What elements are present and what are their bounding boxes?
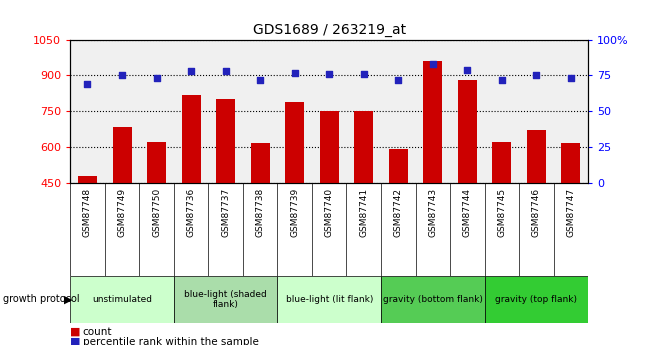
Text: GSM87745: GSM87745 bbox=[497, 188, 506, 237]
Text: GSM87744: GSM87744 bbox=[463, 188, 472, 237]
Point bbox=[497, 77, 507, 82]
Text: ▶: ▶ bbox=[64, 294, 72, 304]
Bar bbox=[251, 144, 270, 183]
Text: GSM87747: GSM87747 bbox=[567, 188, 575, 237]
Text: growth protocol: growth protocol bbox=[3, 294, 80, 304]
Bar bbox=[527, 130, 546, 183]
Point bbox=[186, 68, 196, 74]
Point bbox=[393, 77, 404, 82]
Text: blue-light (lit flank): blue-light (lit flank) bbox=[285, 295, 373, 304]
Point bbox=[566, 76, 576, 81]
Text: percentile rank within the sample: percentile rank within the sample bbox=[83, 337, 259, 345]
Point bbox=[255, 77, 265, 82]
Bar bbox=[389, 149, 408, 183]
Bar bbox=[458, 80, 477, 183]
Bar bbox=[381, 276, 485, 323]
Text: GSM87738: GSM87738 bbox=[255, 188, 265, 237]
Bar bbox=[493, 142, 512, 183]
Bar bbox=[278, 276, 381, 323]
Text: GSM87749: GSM87749 bbox=[118, 188, 127, 237]
Bar bbox=[485, 276, 588, 323]
Title: GDS1689 / 263219_at: GDS1689 / 263219_at bbox=[253, 23, 406, 37]
Text: GSM87743: GSM87743 bbox=[428, 188, 437, 237]
Point bbox=[83, 81, 93, 87]
Text: unstimulated: unstimulated bbox=[92, 295, 152, 304]
Point bbox=[117, 73, 127, 78]
Bar bbox=[354, 111, 373, 183]
Text: GSM87737: GSM87737 bbox=[221, 188, 230, 237]
Bar bbox=[78, 176, 97, 183]
Bar bbox=[174, 276, 278, 323]
Text: GSM87750: GSM87750 bbox=[152, 188, 161, 237]
Point bbox=[289, 70, 300, 75]
Point bbox=[220, 68, 231, 74]
Point bbox=[359, 71, 369, 77]
Point bbox=[462, 67, 473, 72]
Text: blue-light (shaded
flank): blue-light (shaded flank) bbox=[184, 289, 267, 309]
Point bbox=[531, 73, 541, 78]
Text: GSM87740: GSM87740 bbox=[325, 188, 333, 237]
Bar bbox=[285, 102, 304, 183]
Text: GSM87736: GSM87736 bbox=[187, 188, 196, 237]
Text: gravity (top flank): gravity (top flank) bbox=[495, 295, 577, 304]
Bar bbox=[216, 99, 235, 183]
Point bbox=[324, 71, 334, 77]
Text: ■: ■ bbox=[70, 337, 81, 345]
Text: GSM87742: GSM87742 bbox=[394, 188, 403, 237]
Point bbox=[428, 61, 438, 67]
Text: count: count bbox=[83, 327, 112, 337]
Bar bbox=[147, 142, 166, 183]
Bar bbox=[181, 95, 201, 183]
Bar bbox=[320, 111, 339, 183]
Text: GSM87748: GSM87748 bbox=[83, 188, 92, 237]
Text: GSM87746: GSM87746 bbox=[532, 188, 541, 237]
Bar bbox=[70, 276, 174, 323]
Bar bbox=[112, 127, 131, 183]
Text: gravity (bottom flank): gravity (bottom flank) bbox=[383, 295, 483, 304]
Point bbox=[151, 76, 162, 81]
Text: GSM87741: GSM87741 bbox=[359, 188, 369, 237]
Text: GSM87739: GSM87739 bbox=[290, 188, 299, 237]
Text: ■: ■ bbox=[70, 327, 81, 337]
Bar bbox=[423, 61, 443, 183]
Bar bbox=[562, 144, 580, 183]
